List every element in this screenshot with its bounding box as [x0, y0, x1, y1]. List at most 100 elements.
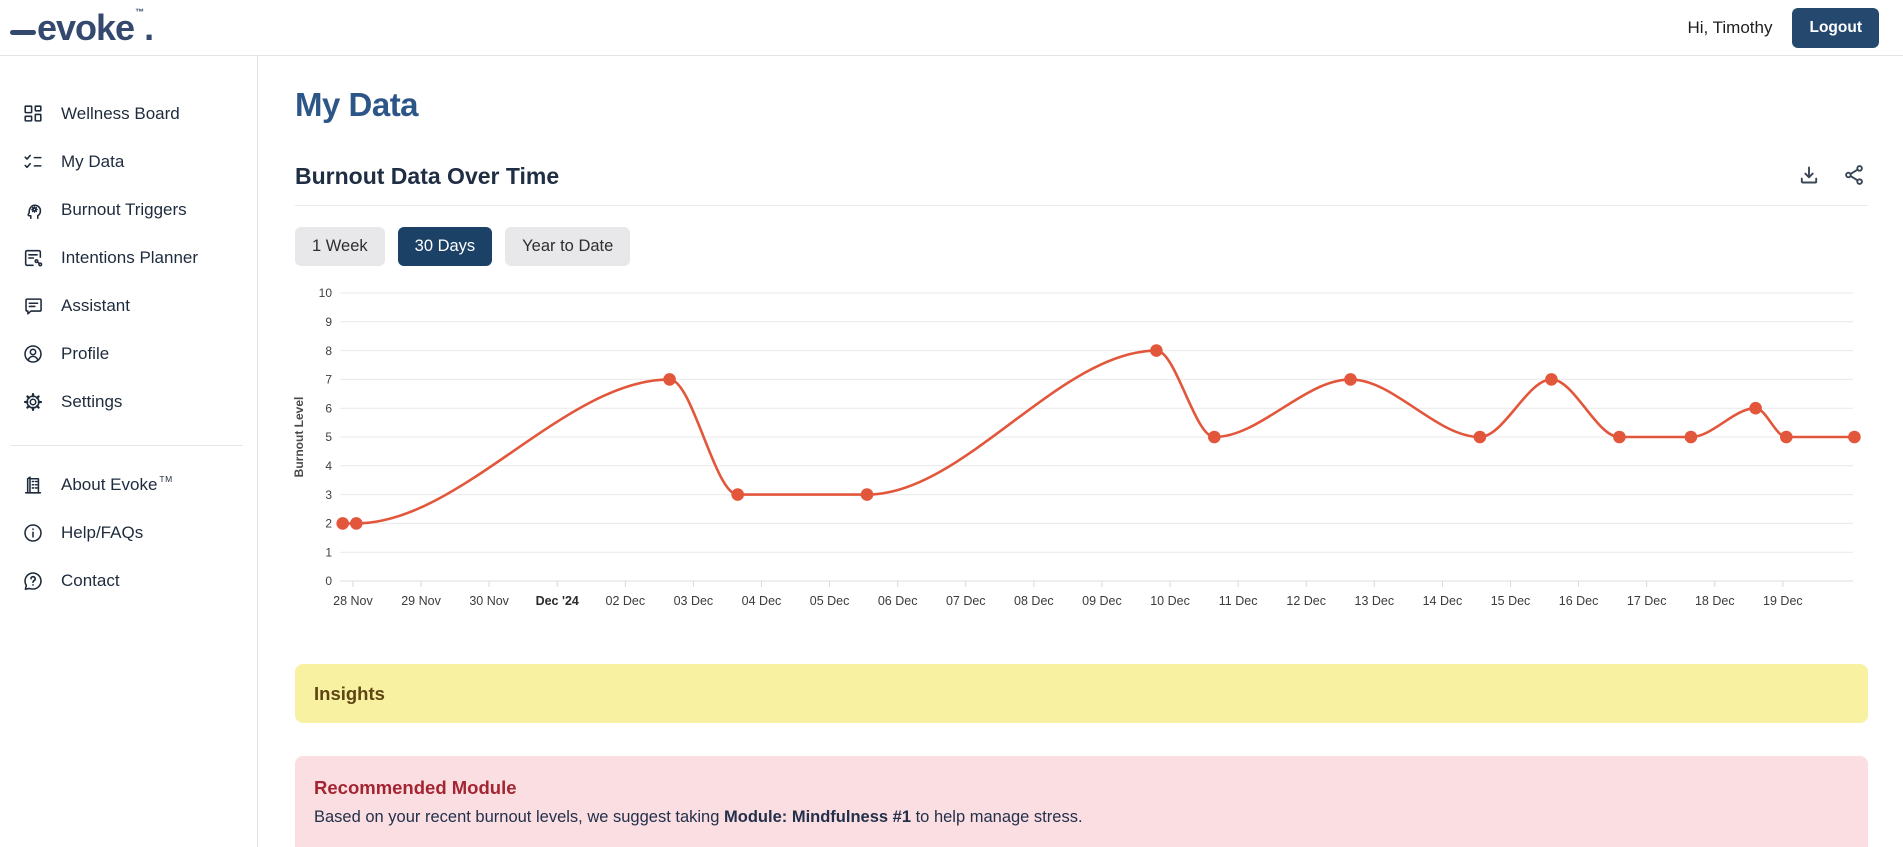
logo-period: . [144, 6, 154, 48]
svg-text:3: 3 [325, 488, 332, 502]
svg-text:18 Dec: 18 Dec [1695, 594, 1735, 608]
svg-text:07 Dec: 07 Dec [946, 594, 986, 608]
sidebar-item-label: Intentions Planner [61, 248, 199, 267]
contact-icon [22, 570, 44, 592]
recommendation-text-after: to help manage stress. [911, 808, 1083, 826]
sidebar-item-label: Contact [61, 571, 120, 590]
chart-actions [1795, 161, 1868, 192]
sidebar-item-about-evoke[interactable]: About Evoke TM [0, 461, 257, 509]
user-greeting: Hi, Timothy [1687, 17, 1773, 37]
svg-text:03 Dec: 03 Dec [674, 594, 714, 608]
svg-text:28 Nov: 28 Nov [333, 594, 373, 608]
sidebar-item-settings[interactable]: Settings [0, 378, 257, 426]
sidebar-item-label: Wellness Board [61, 104, 180, 123]
main-content: My Data Burnout Data Over Time 1 Week 30 … [258, 56, 1903, 847]
svg-text:29 Nov: 29 Nov [401, 594, 441, 608]
download-icon [1797, 163, 1821, 187]
download-chart-button[interactable] [1795, 161, 1823, 192]
svg-text:6: 6 [325, 401, 332, 415]
svg-text:10 Dec: 10 Dec [1150, 594, 1190, 608]
svg-text:14 Dec: 14 Dec [1423, 594, 1463, 608]
svg-text:Dec '24: Dec '24 [536, 594, 579, 608]
svg-text:4: 4 [325, 459, 332, 473]
recommended-module-text: Based on your recent burnout levels, we … [314, 808, 1849, 827]
svg-text:7: 7 [325, 373, 332, 387]
svg-text:04 Dec: 04 Dec [742, 594, 782, 608]
sidebar-item-label: Settings [61, 392, 123, 411]
svg-text:0: 0 [325, 574, 332, 588]
chart-section-header: Burnout Data Over Time [295, 161, 1868, 192]
share-chart-button[interactable] [1840, 161, 1868, 192]
recommendation-text-before: Based on your recent burnout levels, we … [314, 808, 724, 826]
insights-title: Insights [314, 682, 385, 704]
module-name-link[interactable]: Module: Mindfulness #1 [724, 808, 912, 826]
sidebar-divider [11, 445, 243, 446]
sidebar-item-wellness-board[interactable]: Wellness Board [0, 90, 257, 138]
header-right: Hi, Timothy Logout [1687, 7, 1885, 48]
chart-section-title: Burnout Data Over Time [295, 163, 560, 189]
sidebar-item-profile[interactable]: Profile [0, 330, 257, 378]
svg-text:19 Dec: 19 Dec [1763, 594, 1803, 608]
profile-icon [22, 343, 44, 365]
svg-text:15 Dec: 15 Dec [1491, 594, 1531, 608]
logo-trademark: ™ [135, 6, 145, 17]
svg-text:1: 1 [325, 545, 332, 559]
settings-icon [22, 391, 44, 413]
sidebar-nav-secondary: About Evoke TM Help/FAQs Contact [0, 461, 257, 605]
time-range-buttons: 1 Week 30 Days Year to Date [295, 227, 1868, 266]
assistant-icon [22, 295, 44, 317]
sidebar: Wellness Board My Data Burnout Triggers Int… [0, 56, 258, 847]
sidebar-item-label: Help/FAQs [61, 523, 144, 542]
svg-text:11 Dec: 11 Dec [1219, 594, 1258, 608]
sidebar-item-my-data[interactable]: My Data [0, 138, 257, 186]
body-row: Wellness Board My Data Burnout Triggers Int… [0, 56, 1903, 847]
sidebar-item-help-faqs[interactable]: Help/FAQs [0, 509, 257, 557]
svg-text:8: 8 [325, 344, 332, 358]
logo-dash-icon [10, 30, 36, 35]
sidebar-nav-primary: Wellness Board My Data Burnout Triggers Int… [0, 90, 257, 426]
intentions-planner-icon [22, 247, 44, 269]
range-button-year-to-date[interactable]: Year to Date [505, 227, 631, 266]
burnout-chart: 0 1 2 3 4 5 6 7 8 9 10 28 Nov 29 Nov 30 Nov Dec '24 02 … [288, 283, 1868, 631]
recommended-module-title: Recommended Module [314, 777, 517, 798]
svg-text:12 Dec: 12 Dec [1286, 594, 1326, 608]
svg-text:Burnout Level: Burnout Level [292, 397, 306, 478]
sidebar-item-label: My Data [61, 152, 125, 171]
svg-text:08 Dec: 08 Dec [1014, 594, 1054, 608]
svg-text:09 Dec: 09 Dec [1082, 594, 1122, 608]
svg-text:17 Dec: 17 Dec [1627, 594, 1667, 608]
burnout-line-chart: 0 1 2 3 4 5 6 7 8 9 10 28 Nov 29 Nov 30 Nov Dec '24 02 … [292, 286, 1861, 608]
section-divider [295, 205, 1868, 206]
svg-text:05 Dec: 05 Dec [810, 594, 850, 608]
page-title: My Data [295, 86, 419, 123]
logo-text: evoke [37, 6, 135, 48]
sidebar-item-label: Profile [61, 344, 110, 363]
recommended-module-banner: Recommended Module Based on your recent … [295, 756, 1868, 847]
svg-text:02 Dec: 02 Dec [606, 594, 646, 608]
logout-button[interactable]: Logout [1792, 7, 1879, 48]
svg-text:30 Nov: 30 Nov [469, 594, 509, 608]
svg-text:10: 10 [319, 286, 333, 300]
wellness-board-icon [22, 103, 44, 125]
sidebar-item-label: Assistant [61, 296, 130, 315]
range-button-30-days[interactable]: 30 Days [397, 227, 493, 266]
svg-text:2: 2 [325, 517, 332, 531]
svg-text:16 Dec: 16 Dec [1559, 594, 1599, 608]
svg-text:06 Dec: 06 Dec [878, 594, 918, 608]
sidebar-item-assistant[interactable]: Assistant [0, 282, 257, 330]
app-header: evoke ™. Hi, Timothy Logout [0, 0, 1903, 56]
svg-text:5: 5 [325, 430, 332, 444]
sidebar-item-label: Burnout Triggers [61, 200, 187, 219]
svg-text:9: 9 [325, 315, 332, 329]
sidebar-item-intentions-planner[interactable]: Intentions Planner [0, 234, 257, 282]
sidebar-item-label: About Evoke TM [61, 474, 173, 494]
sidebar-item-burnout-triggers[interactable]: Burnout Triggers [0, 186, 257, 234]
about-evoke-icon [22, 474, 44, 496]
range-button-1-week[interactable]: 1 Week [295, 227, 385, 266]
svg-text:13 Dec: 13 Dec [1355, 594, 1395, 608]
sidebar-item-contact[interactable]: Contact [0, 557, 257, 605]
insights-banner[interactable]: Insights [295, 664, 1868, 723]
share-icon [1842, 163, 1866, 187]
evoke-logo[interactable]: evoke ™. [10, 6, 154, 48]
